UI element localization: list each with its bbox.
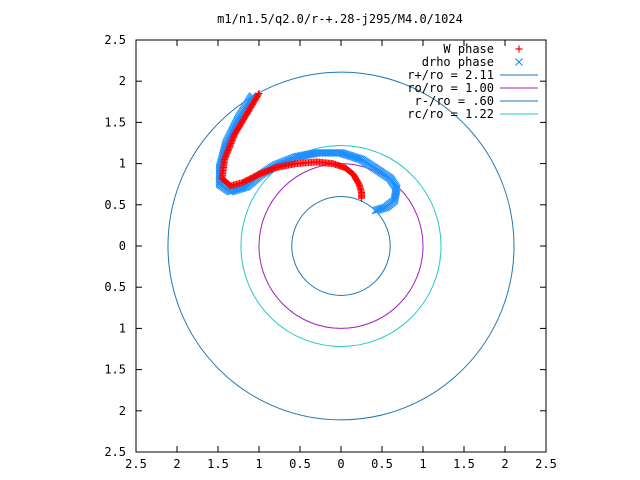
circle-r-0_6 [291, 196, 391, 296]
y-tick-label: 0 [119, 239, 126, 253]
x-marker [391, 189, 400, 197]
x-marker [373, 206, 381, 215]
x-marker [391, 192, 400, 200]
y-tick-label: 2 [119, 74, 126, 88]
data-series [215, 90, 401, 215]
legend-label: drho phase [422, 55, 494, 69]
x-marker [390, 193, 399, 202]
y-tick-label: 1.5 [104, 363, 126, 377]
legend-label: r+/ro = 2.11 [407, 68, 494, 82]
plus-marker [515, 45, 523, 53]
series-w-phase [218, 90, 365, 202]
reference-circles [167, 71, 515, 421]
x-tick-label: 1.5 [207, 457, 229, 471]
y-tick-label: 2.5 [104, 33, 126, 47]
chart-title: m1/n1.5/q2.0/r-+.28-j295/M4.0/1024 [217, 12, 463, 26]
axis-ticks: 2.5 2 1.5 1 0.5 0 0.5 1 1.5 2 2.52.521.510.500.511… [104, 33, 557, 471]
x-tick-label: 1.5 [453, 457, 475, 471]
x-tick-label: 2 [501, 457, 508, 471]
legend-label: rc/ro = 1.22 [407, 107, 494, 121]
x-tick-label: 2.5 [125, 457, 147, 471]
y-tick-label: 2 [119, 404, 126, 418]
y-tick-label: 2.5 [104, 445, 126, 459]
legend-label: W phase [443, 42, 494, 56]
legend-label: ro/ro = 1.00 [407, 81, 494, 95]
y-tick-label: 1 [119, 321, 126, 335]
x-marker [392, 184, 401, 193]
x-marker [515, 58, 523, 66]
x-marker [391, 190, 400, 199]
circle-r-2_11 [167, 71, 515, 421]
legend-label: r-/ro = .60 [415, 94, 494, 108]
y-tick-label: 0.5 [104, 198, 126, 212]
x-tick-label: 2.5 [535, 457, 557, 471]
y-tick-label: 1.5 [104, 115, 126, 129]
series-drho-phase [215, 92, 401, 215]
x-tick-label: 1 [255, 457, 262, 471]
x-tick-label: 0.5 [371, 457, 393, 471]
x-tick-label: 0.5 [289, 457, 311, 471]
x-marker [290, 153, 299, 162]
x-marker [392, 185, 401, 194]
x-marker [392, 187, 401, 196]
y-tick-label: 1 [119, 157, 126, 171]
circle-r-1_22 [240, 144, 442, 348]
x-tick-label: 0 [337, 457, 344, 471]
plus-marker [358, 194, 365, 202]
y-tick-label: 0.5 [104, 280, 126, 294]
x-tick-label: 2 [173, 457, 180, 471]
x-marker [371, 206, 380, 215]
x-tick-label: 1 [419, 457, 426, 471]
